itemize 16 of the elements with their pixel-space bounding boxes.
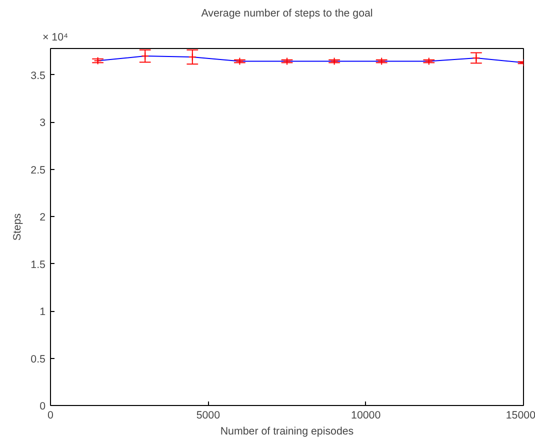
y-tick-label: 0.5 xyxy=(30,353,46,366)
x-axis-title: Number of training episodes xyxy=(220,426,354,438)
x-tick-label: 10000 xyxy=(351,410,381,422)
y-tick-label: 3 xyxy=(40,117,46,130)
y-tick-label: 3.5 xyxy=(30,70,46,82)
y-tick-label: 1 xyxy=(40,306,46,318)
y-tick-label: 2.5 xyxy=(30,164,46,176)
y-axis-title: Steps xyxy=(12,213,24,241)
text: × 10⁴ xyxy=(42,32,69,44)
y-tick-label: 0 xyxy=(40,400,46,412)
x-tick-label: 5000 xyxy=(196,410,220,422)
y-tick-label: 2 xyxy=(40,212,46,224)
y-tick-label: 1.5 xyxy=(30,258,46,271)
chart-title: Average number of steps to the goal xyxy=(201,8,373,20)
x-tick-label: 15000 xyxy=(506,410,535,422)
x-tick-label: 0 xyxy=(48,410,54,422)
